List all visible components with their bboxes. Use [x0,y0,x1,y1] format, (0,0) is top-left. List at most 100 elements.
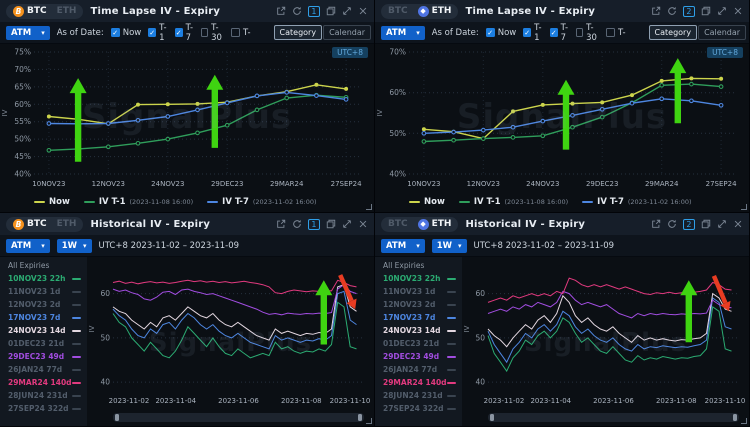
tab-btc[interactable]: B BTC [8,218,52,230]
strike-select[interactable]: ATM ▾ [381,25,425,40]
duplicate-icon[interactable] [326,6,336,16]
asof-check-t-30[interactable]: T-30 [576,23,599,43]
asof-check-t-[interactable]: T- [231,28,251,38]
refresh-icon[interactable] [667,6,677,16]
asof-check-t-1[interactable]: ✓ T-1 [523,22,542,43]
tab-eth[interactable]: ETH [56,6,77,16]
fullscreen-icon[interactable] [342,219,352,229]
asof-check-t-7[interactable]: ✓ T-7 [549,22,569,43]
duplicate-icon[interactable] [701,6,711,16]
category-button[interactable]: Category [648,25,698,40]
asof-check-t-1[interactable]: ✓ T-1 [148,22,167,43]
expiry-item[interactable]: 24NOV23 14d [8,324,81,337]
refresh-icon[interactable] [667,219,677,229]
slider-handle-right[interactable] [358,414,362,421]
historical-iv-chart[interactable]: 40 50 60 IV 2023-11-02 2023-11-04 2023-11-06 20… [462,257,749,407]
period-select[interactable]: 1W ▾ [56,238,92,253]
expiry-item[interactable]: 27SEP24 322d [383,402,456,415]
window-number-badge[interactable]: 1 [307,5,320,17]
legend-item[interactable]: IV T-7 (2023-11-02 16:00) [207,197,317,207]
time-range-slider[interactable] [488,413,739,422]
legend-item[interactable]: Now [409,197,445,207]
tab-btc[interactable]: B BTC [8,5,52,17]
expiry-item[interactable]: 29MAR24 140d [8,376,81,389]
duplicate-icon[interactable] [326,219,336,229]
calendar-button[interactable]: Calendar [698,25,747,40]
strike-select[interactable]: ATM ▾ [6,238,50,253]
open-in-new-icon[interactable] [276,6,286,16]
expiry-item[interactable]: 01DEC23 21d [8,337,81,350]
expiry-item[interactable]: 01DEC23 21d [383,337,456,350]
open-in-new-icon[interactable] [276,219,286,229]
window-number-badge[interactable]: 2 [682,5,695,17]
tab-btc[interactable]: BTC [388,219,408,229]
category-button[interactable]: Category [273,25,323,40]
refresh-icon[interactable] [292,219,302,229]
checkbox-icon[interactable] [606,28,616,37]
time-range-slider[interactable] [113,413,364,422]
tab-btc[interactable]: BTC [388,6,408,16]
fullscreen-icon[interactable] [342,6,352,16]
expiry-item[interactable]: 11NOV23 1d [8,285,81,298]
coin-toggle[interactable]: BTC ◆ ETH [381,216,459,232]
strike-select[interactable]: ATM ▾ [381,238,425,253]
tab-eth[interactable]: ◆ ETH [413,218,457,230]
expiry-item[interactable]: 17NOV23 7d [8,311,81,324]
fullscreen-icon[interactable] [717,6,727,16]
coin-toggle[interactable]: B BTC ETH [6,216,84,232]
time-lapse-chart[interactable]: 40% 50% 60% 70% IV 10NOV23 12NOV23 24NOV23 29DEC… [375,44,750,190]
asof-check-now[interactable]: ✓ Now [485,27,517,38]
resize-handle[interactable] [366,418,372,424]
expiry-item[interactable]: 10NOV23 22h [8,272,81,285]
tab-eth[interactable]: ETH [56,219,77,229]
asof-check-now[interactable]: ✓ Now [110,27,142,38]
expiry-item[interactable]: 28JUN24 231d [383,389,456,402]
tab-eth[interactable]: ◆ ETH [413,5,457,17]
time-lapse-chart[interactable]: 40% 45% 50% 55% 60% 65% 70% 75% IV 10NOV23 12NOV23… [0,44,375,190]
checkbox-icon[interactable]: ✓ [148,28,157,37]
resize-handle[interactable] [741,204,747,210]
expiry-item[interactable]: 17NOV23 7d [383,311,456,324]
expiry-item[interactable]: 26JAN24 77d [383,363,456,376]
close-icon[interactable] [733,219,743,229]
expiry-item[interactable]: 11NOV23 1d [383,285,456,298]
expiry-item[interactable]: 29MAR24 140d [383,376,456,389]
legend-item[interactable]: IV T-1 (2023-11-08 16:00) [458,197,568,207]
checkbox-icon[interactable] [201,28,209,37]
checkbox-icon[interactable]: ✓ [174,28,183,37]
resize-handle[interactable] [741,418,747,424]
expiry-item[interactable]: 29DEC23 49d [8,350,81,363]
expiry-item[interactable]: 28JUN24 231d [8,389,81,402]
window-number-badge[interactable]: 1 [307,218,320,230]
calendar-button[interactable]: Calendar [323,25,372,40]
historical-iv-chart[interactable]: 40 50 60 IV 2023-11-02 2023-11-04 2023-11-06 20… [87,257,374,407]
expiry-item[interactable]: 12NOV23 2d [8,298,81,311]
expiry-item[interactable]: 10NOV23 22h [383,272,456,285]
window-number-badge[interactable]: 2 [682,218,695,230]
slider-handle-left[interactable] [490,414,494,421]
refresh-icon[interactable] [292,6,302,16]
legend-item[interactable]: IV T-7 (2023-11-02 16:00) [582,197,692,207]
asof-check-t-7[interactable]: ✓ T-7 [174,22,194,43]
slider-handle-left[interactable] [115,414,119,421]
checkbox-icon[interactable] [231,28,241,37]
legend-item[interactable]: Now [34,197,70,207]
open-in-new-icon[interactable] [651,6,661,16]
coin-toggle[interactable]: BTC ◆ ETH [381,3,459,19]
period-select[interactable]: 1W ▾ [431,238,467,253]
expiry-item[interactable]: 26JAN24 77d [8,363,81,376]
expiry-item[interactable]: 24NOV23 14d [383,324,456,337]
checkbox-icon[interactable]: ✓ [549,28,558,37]
expiry-item[interactable]: 29DEC23 49d [383,350,456,363]
fullscreen-icon[interactable] [717,219,727,229]
checkbox-icon[interactable] [576,28,584,37]
checkbox-icon[interactable]: ✓ [110,28,120,37]
open-in-new-icon[interactable] [651,219,661,229]
checkbox-icon[interactable]: ✓ [523,28,532,37]
close-icon[interactable] [358,219,368,229]
close-icon[interactable] [358,6,368,16]
expiry-item[interactable]: 27SEP24 322d [8,402,81,415]
slider-handle-right[interactable] [733,414,737,421]
strike-select[interactable]: ATM ▾ [6,25,50,40]
duplicate-icon[interactable] [701,219,711,229]
